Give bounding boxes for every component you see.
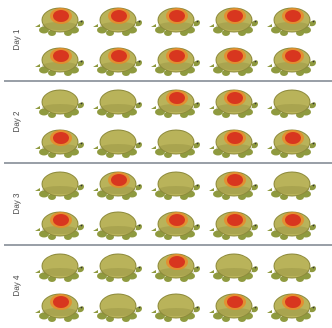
turtle-icon-red-spot xyxy=(92,164,144,204)
turtle-icon-red-spot xyxy=(266,0,318,40)
turtle-icon xyxy=(208,246,260,286)
turtle-icon-red-spot xyxy=(266,122,318,162)
turtle-icon-red-spot xyxy=(34,0,86,40)
day-label: Day 1 xyxy=(12,29,21,51)
turtle-icon-red-spot xyxy=(34,122,86,162)
turtle-icon-red-spot xyxy=(92,40,144,80)
turtle-icon-red-spot xyxy=(34,204,86,244)
day-label: Day 3 xyxy=(12,193,21,215)
day-group-2: Day 2 xyxy=(0,82,332,162)
turtle-icon-red-spot xyxy=(208,82,260,122)
turtle-icon-red-spot xyxy=(208,0,260,40)
turtle-icon-red-spot xyxy=(150,40,202,80)
turtle-icon xyxy=(150,122,202,162)
turtle-icon-red-spot xyxy=(34,40,86,80)
turtle-icon-red-spot xyxy=(266,286,318,326)
turtle-icon-red-spot xyxy=(266,204,318,244)
turtle-icon-red-spot xyxy=(150,204,202,244)
turtle-icon xyxy=(92,286,144,326)
day-label: Day 2 xyxy=(12,111,21,133)
turtle-icon xyxy=(266,82,318,122)
day-divider xyxy=(4,162,332,164)
turtle-icon-red-spot xyxy=(150,0,202,40)
turtle-icon-red-spot xyxy=(208,122,260,162)
turtle-icon xyxy=(34,246,86,286)
turtle-icon xyxy=(266,246,318,286)
turtle-icon-red-spot xyxy=(208,286,260,326)
turtle-icon-red-spot xyxy=(150,246,202,286)
turtle-icon-red-spot xyxy=(34,286,86,326)
turtle-icon-red-spot xyxy=(208,40,260,80)
turtle-icon xyxy=(92,246,144,286)
turtle-icon-red-spot xyxy=(92,0,144,40)
turtle-icon-red-spot xyxy=(266,40,318,80)
turtle-icon xyxy=(34,164,86,204)
turtle-icon xyxy=(92,204,144,244)
day-group-1: Day 1 xyxy=(0,0,332,80)
turtle-icon xyxy=(150,286,202,326)
turtle-icon xyxy=(92,82,144,122)
turtle-icon-red-spot xyxy=(208,164,260,204)
day-divider xyxy=(4,244,332,246)
day-divider xyxy=(4,80,332,82)
turtle-icon xyxy=(150,164,202,204)
turtle-icon xyxy=(34,82,86,122)
day-group-4: Day 4 xyxy=(0,246,332,326)
day-label: Day 4 xyxy=(12,275,21,297)
turtle-icon-red-spot xyxy=(208,204,260,244)
turtle-icon-red-spot xyxy=(150,82,202,122)
turtle-icon xyxy=(266,164,318,204)
turtle-icon xyxy=(92,122,144,162)
day-group-3: Day 3 xyxy=(0,164,332,244)
